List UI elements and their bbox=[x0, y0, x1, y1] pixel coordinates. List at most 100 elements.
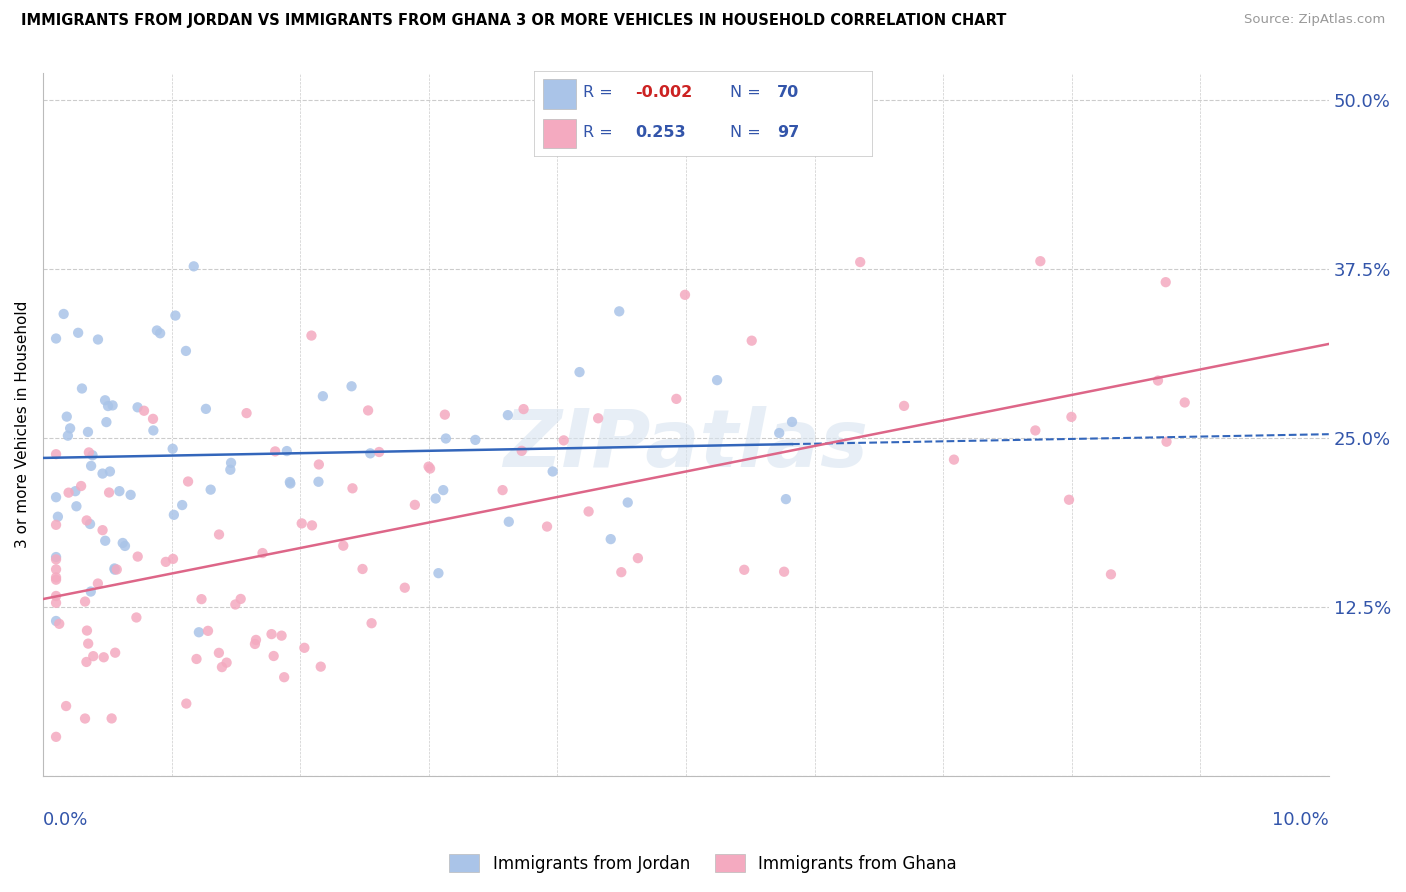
Point bbox=[1060, 409, 1083, 424]
Point bbox=[73, 712, 96, 726]
Text: 10.0%: 10.0% bbox=[1272, 811, 1329, 829]
Point bbox=[607, 304, 630, 318]
Point bbox=[76, 624, 98, 638]
Text: Source: ZipAtlas.com: Source: ZipAtlas.com bbox=[1244, 13, 1385, 27]
Point bbox=[45, 589, 67, 603]
Point bbox=[97, 399, 120, 413]
Point bbox=[425, 491, 447, 506]
Point bbox=[79, 516, 101, 531]
Point bbox=[45, 573, 67, 587]
Point bbox=[342, 481, 364, 495]
Point bbox=[45, 447, 67, 461]
Point bbox=[1147, 374, 1170, 388]
Text: N =: N = bbox=[730, 125, 761, 140]
Point bbox=[87, 333, 110, 347]
Point bbox=[186, 652, 208, 666]
Point bbox=[741, 334, 763, 348]
Point bbox=[553, 434, 575, 448]
Point bbox=[1174, 395, 1197, 409]
Point bbox=[773, 565, 796, 579]
Point bbox=[82, 448, 104, 462]
Point bbox=[1024, 424, 1046, 438]
Point bbox=[536, 519, 558, 533]
FancyBboxPatch shape bbox=[543, 79, 576, 109]
Point bbox=[146, 323, 169, 337]
Point bbox=[768, 425, 790, 440]
Point bbox=[1099, 567, 1122, 582]
Point bbox=[512, 402, 534, 417]
Point bbox=[1154, 275, 1177, 289]
Point bbox=[80, 458, 103, 473]
Point bbox=[98, 465, 121, 479]
Text: ZIPatlas: ZIPatlas bbox=[503, 407, 869, 484]
Point bbox=[91, 467, 114, 481]
Point bbox=[491, 483, 513, 497]
Point bbox=[211, 660, 233, 674]
Point bbox=[105, 562, 128, 576]
Point bbox=[673, 288, 696, 302]
Point bbox=[77, 445, 100, 459]
Point bbox=[165, 309, 187, 323]
Legend: Immigrants from Jordan, Immigrants from Ghana: Immigrants from Jordan, Immigrants from … bbox=[443, 847, 963, 880]
Point bbox=[301, 518, 323, 533]
Point bbox=[252, 546, 274, 560]
Point bbox=[360, 616, 382, 631]
Point bbox=[229, 591, 252, 606]
Point bbox=[224, 598, 246, 612]
Point bbox=[96, 415, 118, 429]
Point bbox=[125, 610, 148, 624]
Point bbox=[194, 401, 217, 416]
Point bbox=[665, 392, 688, 406]
Point bbox=[52, 307, 75, 321]
Point bbox=[70, 382, 93, 396]
Point bbox=[87, 576, 110, 591]
Point bbox=[394, 581, 416, 595]
Point bbox=[45, 570, 67, 584]
Point bbox=[433, 408, 456, 422]
Text: R =: R = bbox=[583, 125, 613, 140]
Point bbox=[312, 389, 335, 403]
Point bbox=[45, 490, 67, 504]
Point bbox=[308, 458, 330, 472]
Point bbox=[100, 711, 122, 725]
Point bbox=[780, 415, 803, 429]
Point bbox=[104, 646, 127, 660]
Point bbox=[208, 646, 231, 660]
Point bbox=[1029, 254, 1052, 268]
Point bbox=[599, 532, 621, 546]
Text: 0.253: 0.253 bbox=[636, 125, 686, 140]
Point bbox=[149, 326, 172, 341]
Point bbox=[215, 656, 238, 670]
Text: 97: 97 bbox=[778, 125, 800, 140]
Point bbox=[775, 492, 797, 507]
Point bbox=[260, 627, 283, 641]
Point bbox=[309, 659, 332, 673]
Point bbox=[45, 517, 67, 532]
Point bbox=[245, 632, 267, 647]
Point bbox=[541, 465, 564, 479]
Point bbox=[292, 640, 315, 655]
Point bbox=[264, 444, 287, 458]
Point bbox=[434, 432, 457, 446]
Point bbox=[942, 452, 965, 467]
Point bbox=[610, 565, 633, 579]
Point bbox=[77, 425, 100, 439]
Point bbox=[76, 513, 98, 527]
Point bbox=[176, 697, 198, 711]
Point bbox=[706, 373, 728, 387]
Point bbox=[208, 527, 231, 541]
Point bbox=[291, 516, 314, 531]
Point bbox=[308, 475, 330, 489]
Point bbox=[45, 596, 67, 610]
Point bbox=[94, 533, 117, 548]
Point bbox=[73, 594, 96, 608]
Point bbox=[1156, 434, 1178, 449]
Point bbox=[616, 495, 638, 509]
Point bbox=[45, 562, 67, 576]
Text: N =: N = bbox=[730, 86, 761, 101]
Point bbox=[332, 539, 354, 553]
Point bbox=[432, 483, 454, 497]
Point bbox=[404, 498, 426, 512]
Point bbox=[893, 399, 915, 413]
Point bbox=[568, 365, 591, 379]
